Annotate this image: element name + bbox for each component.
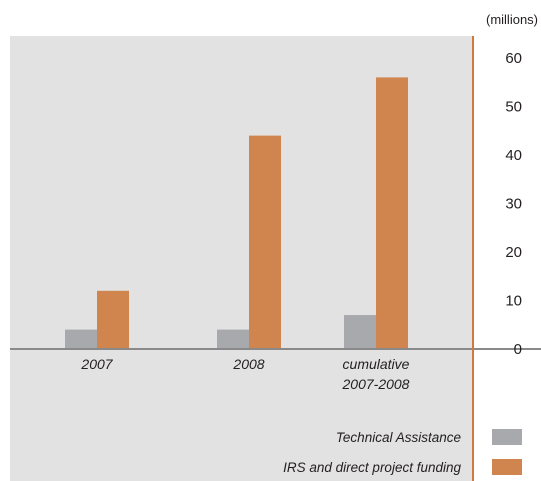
x-category-label: 2007 — [80, 356, 113, 372]
bars-layer — [65, 77, 408, 350]
y-tick-label: 10 — [505, 293, 522, 310]
legend-swatch — [492, 459, 522, 475]
y-tick-label: 0 — [514, 341, 522, 358]
y-axis-ticks: 0 10 20 30 40 50 60 — [505, 50, 522, 358]
y-tick-label: 20 — [505, 244, 522, 261]
bar-irs-funding-0 — [97, 290, 129, 349]
legend: Technical Assistance IRS and direct proje… — [283, 429, 522, 475]
bar-technical-assistance-0 — [65, 329, 97, 349]
legend-swatch — [492, 429, 522, 445]
x-axis-categories: 2007 2008 cumulative 2007-2008 — [80, 356, 409, 392]
y-axis-unit-label: (millions) — [486, 12, 538, 27]
y-tick-label: 60 — [505, 50, 522, 67]
bar-technical-assistance-2 — [344, 315, 376, 349]
x-category-label: 2008 — [232, 356, 264, 372]
bar-irs-funding-2 — [376, 77, 408, 350]
legend-label: Technical Assistance — [336, 430, 461, 445]
y-tick-label: 30 — [505, 196, 522, 213]
bar-irs-funding-1 — [249, 135, 281, 349]
y-tick-label: 50 — [505, 99, 522, 116]
legend-label: IRS and direct project funding — [283, 460, 461, 475]
y-tick-label: 40 — [505, 147, 522, 164]
bar-technical-assistance-1 — [217, 329, 249, 349]
x-category-label: cumulative — [343, 356, 410, 372]
x-category-label: 2007-2008 — [342, 376, 410, 392]
